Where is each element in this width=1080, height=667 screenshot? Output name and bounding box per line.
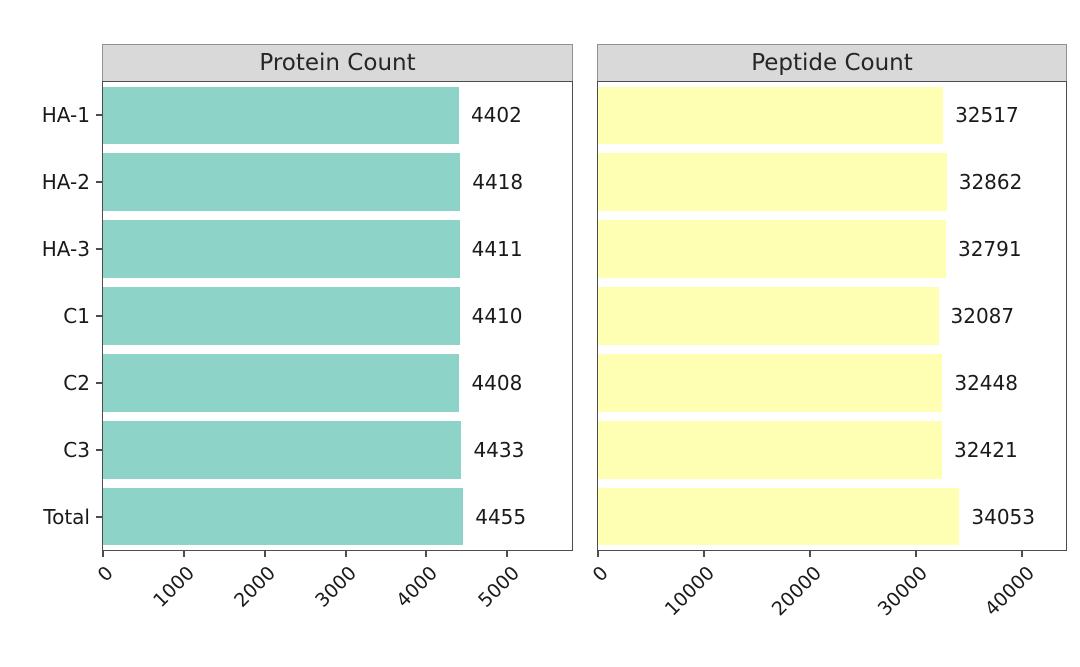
bar-total	[598, 487, 960, 546]
x-tick-mark	[915, 550, 918, 557]
bar-ha-3	[598, 220, 946, 279]
bar-row: 32448	[598, 349, 1066, 416]
bar-ha-1	[598, 86, 944, 145]
category-label: C2	[63, 371, 90, 396]
x-tick-mark	[1021, 550, 1024, 557]
value-label: 32791	[957, 237, 1022, 262]
x-tick-label: 2000	[230, 562, 280, 612]
x-tick-label: 10000	[660, 562, 720, 621]
x-tick-label: 30000	[873, 562, 933, 621]
value-label: 32448	[954, 370, 1018, 395]
bar-row: 4411	[103, 216, 572, 283]
x-tick-mark	[506, 550, 509, 557]
bar-row: 4408	[103, 349, 572, 416]
x-tick-mark	[597, 550, 599, 557]
value-label: 4408	[471, 370, 523, 395]
bar-row: 32087	[598, 283, 1066, 350]
bar-row: 32517	[598, 82, 1066, 149]
facet-strip: Peptide Count	[597, 44, 1067, 81]
bar-row: 4418	[103, 149, 572, 216]
bar-row: 4402	[103, 82, 572, 149]
x-tick-label: 40000	[980, 562, 1039, 621]
x-tick-label: 0	[93, 562, 118, 587]
y-tick-mark	[96, 114, 103, 117]
value-label: 34053	[971, 504, 1035, 529]
chart-title: Protein Count	[259, 50, 416, 76]
bar-ha-2	[598, 153, 947, 212]
value-label: 32087	[950, 303, 1015, 328]
bar-row: 32862	[598, 149, 1066, 216]
value-label: 4411	[471, 237, 523, 262]
bar-c2	[103, 353, 460, 412]
x-tick-mark	[425, 550, 428, 557]
category-label: HA-2	[41, 169, 90, 194]
value-label: 4402	[470, 103, 522, 128]
x-tick-label: 20000	[767, 562, 826, 621]
x-tick-label: 4000	[392, 562, 443, 612]
bar-c3	[598, 420, 943, 479]
x-tick-mark	[809, 550, 812, 557]
y-axis: HA-1 HA-2 HA-3 C1 C2 C3 Total	[0, 81, 90, 551]
y-tick-mark	[96, 381, 103, 384]
x-tick-mark	[182, 550, 185, 557]
bar-row: 4455	[103, 483, 572, 550]
bar-total	[103, 487, 464, 546]
x-tick-mark	[344, 550, 347, 557]
x-tick-mark	[102, 550, 104, 557]
bar-ha-2	[103, 153, 461, 212]
x-tick-mark	[263, 550, 266, 557]
value-label: 4433	[473, 437, 525, 462]
bar-ha-1	[103, 86, 459, 145]
bar-ha-3	[103, 220, 460, 279]
value-label: 4410	[471, 303, 523, 328]
bar-row: 4410	[103, 283, 572, 350]
facet-strip: Protein Count	[102, 44, 573, 81]
y-tick-mark	[96, 515, 103, 518]
value-label: 32517	[955, 103, 1019, 128]
value-label: 4418	[472, 170, 524, 195]
bar-row: 32791	[598, 216, 1066, 283]
category-label: C1	[63, 303, 90, 328]
plot-area: 32517 32862 32791 32087 32448 32421 34053	[597, 81, 1067, 557]
y-tick-mark	[96, 181, 103, 184]
plot-area: 4402 4418 4411 4410 4408 4433 4455	[96, 81, 573, 557]
x-axis: 0 10000 20000 30000 40000	[588, 551, 1067, 667]
x-axis: 0 1000 2000 3000 4000 5000	[93, 551, 573, 667]
chart-title: Peptide Count	[751, 50, 913, 76]
bar-c1	[103, 287, 460, 345]
bar-c1	[598, 287, 939, 345]
y-tick-mark	[96, 448, 103, 451]
x-tick-mark	[703, 550, 706, 557]
category-label: HA-1	[41, 102, 90, 127]
bar-row: 32421	[598, 416, 1066, 483]
bar-c2	[598, 353, 943, 412]
x-tick-label: 0	[588, 562, 613, 587]
value-label: 4455	[475, 504, 527, 529]
x-tick-label: 3000	[311, 562, 362, 612]
x-tick-label: 1000	[149, 562, 199, 612]
value-label: 32862	[958, 170, 1023, 195]
category-label: Total	[43, 505, 90, 530]
y-tick-mark	[96, 315, 103, 317]
category-label: HA-3	[41, 236, 90, 261]
category-label: C3	[63, 438, 90, 463]
bar-row: 34053	[598, 483, 1066, 550]
bar-row: 4433	[103, 416, 572, 483]
value-label: 32421	[954, 437, 1018, 462]
y-tick-mark	[96, 248, 103, 251]
x-tick-label: 5000	[473, 562, 524, 612]
y-axis	[485, 81, 585, 551]
bar-c3	[103, 420, 462, 479]
